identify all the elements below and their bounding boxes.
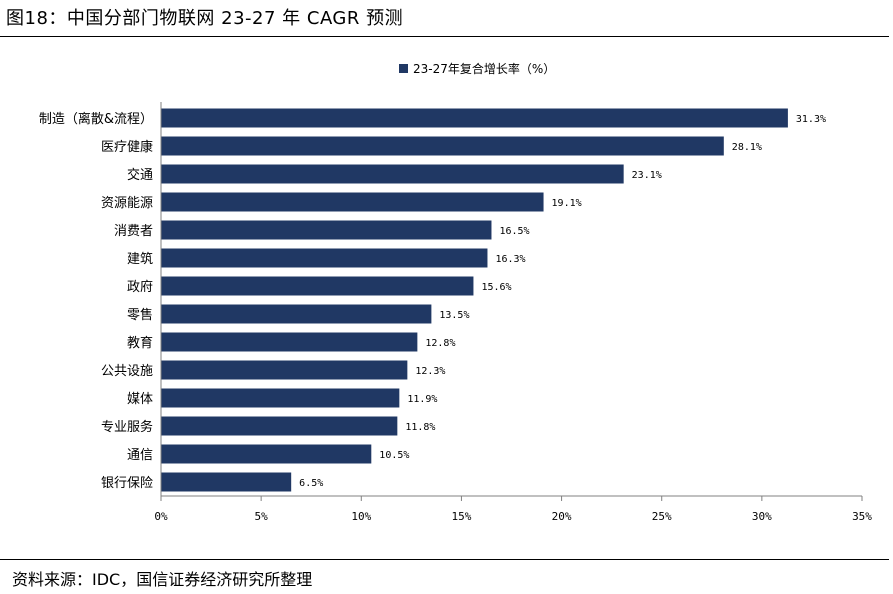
x-tick-label-3: 15% [451,510,471,523]
data-label-9: 12.3% [415,366,445,377]
bar-8 [161,332,418,352]
data-label-7: 13.5% [439,310,469,321]
category-label-0: 制造（离散&流程） [39,111,153,127]
category-label-5: 建筑 [127,251,153,267]
legend-swatch [399,64,408,73]
x-tick-label-7: 35% [852,510,872,523]
category-label-6: 政府 [127,280,153,295]
data-label-13: 6.5% [299,478,323,489]
data-label-6: 15.6% [481,282,511,293]
bar-2 [161,164,624,184]
bar-3 [161,192,544,212]
category-label-7: 零售 [127,307,153,323]
data-label-1: 28.1% [732,142,762,153]
data-label-8: 12.8% [425,338,455,349]
category-label-4: 消费者 [114,224,153,239]
bar-6 [161,276,474,296]
x-tick-label-2: 10% [351,510,371,523]
data-label-11: 11.8% [405,422,435,433]
data-label-12: 10.5% [379,450,409,461]
x-tick-label-6: 30% [752,510,772,523]
bar-1 [161,136,724,156]
bar-7 [161,304,432,324]
x-tick-label-5: 25% [652,510,672,523]
data-label-10: 11.9% [407,394,437,405]
category-label-2: 交通 [127,167,153,183]
bar-4 [161,220,492,240]
data-label-3: 19.1% [552,198,582,209]
category-label-9: 公共设施 [101,364,153,379]
bar-10 [161,388,400,408]
category-label-8: 教育 [127,335,153,351]
data-label-0: 31.3% [796,114,826,125]
footer-divider [0,559,889,560]
data-label-2: 23.1% [632,170,662,181]
title-divider [0,36,889,37]
category-label-10: 媒体 [127,392,153,407]
category-label-13: 银行保险 [101,476,153,491]
source-note: 资料来源：IDC，国信证券经济研究所整理 [12,570,313,589]
legend-label: 23-27年复合增长率（%） [413,61,555,76]
data-label-5: 16.3% [495,254,525,265]
bar-9 [161,360,408,380]
data-label-4: 16.5% [499,226,529,237]
x-tick-label-1: 5% [255,510,269,523]
category-label-1: 医疗健康 [101,139,153,155]
bar-13 [161,472,292,492]
x-tick-label-4: 20% [552,510,572,523]
bar-11 [161,416,398,436]
x-tick-label-0: 0% [154,510,168,523]
page-title: 图18：中国分部门物联网 23-27 年 CAGR 预测 [6,8,404,29]
bar-0 [161,108,788,128]
category-label-3: 资源能源 [101,196,153,211]
bar-5 [161,248,488,268]
bar-12 [161,444,372,464]
category-label-12: 通信 [127,448,153,463]
category-label-11: 专业服务 [101,419,153,435]
